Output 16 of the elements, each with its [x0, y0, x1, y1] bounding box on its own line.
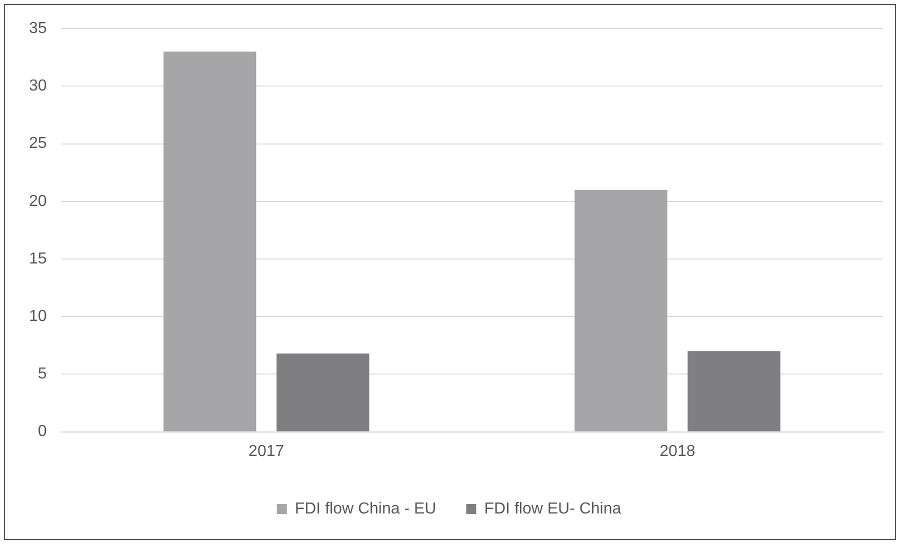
bar	[276, 353, 370, 432]
y-tick-label: 20	[29, 192, 47, 210]
x-tick-label: 2018	[660, 442, 696, 460]
bar	[574, 190, 668, 432]
y-tick-label: 0	[38, 423, 47, 440]
y-tick-label: 35	[29, 20, 47, 38]
bar	[163, 52, 256, 432]
y-tick-label: 25	[29, 135, 47, 152]
y-tick-label: 15	[29, 250, 47, 268]
y-tick-label: 5	[38, 366, 47, 383]
x-tick-label: 2017	[248, 442, 284, 460]
legend-label: FDI flow China - EU	[294, 500, 436, 518]
y-tick-label: 10	[29, 308, 47, 326]
legend-label: FDI flow EU- China	[484, 500, 622, 518]
bar	[688, 351, 780, 432]
y-tick-label: 30	[29, 78, 47, 95]
